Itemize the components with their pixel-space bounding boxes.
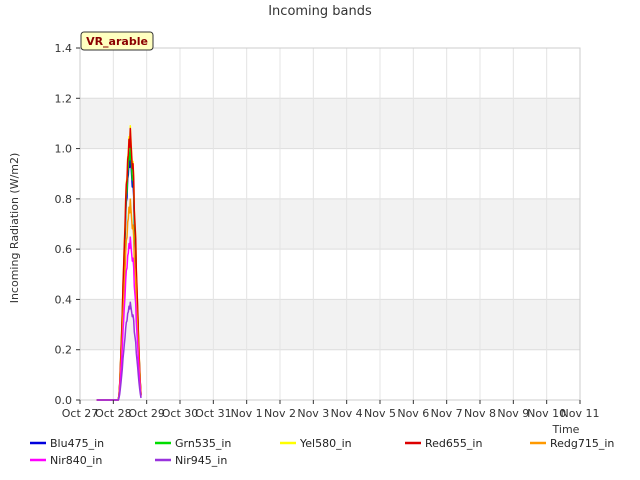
y-axis-ticks: 0.0 0.2 0.4 0.6 0.8 1.0 1.2 1.4 <box>55 42 80 407</box>
y-tick-label: 0.0 <box>55 394 73 407</box>
chart-title: Incoming bands <box>268 4 372 19</box>
grid-band <box>80 299 580 350</box>
y-axis-label: Incoming Radiation (W/m2) <box>8 153 21 304</box>
x-tick-label: Nov 11 <box>561 407 600 420</box>
y-tick-label: 0.2 <box>55 344 73 357</box>
grid-band <box>80 98 580 149</box>
series-line-nir840_in <box>96 236 142 401</box>
legend-label: Nir945_in <box>175 454 227 467</box>
legend-item-nir945_in: Nir945_in <box>155 454 227 467</box>
x-tick-label: Oct 29 <box>128 407 165 420</box>
legend: Blu475_in Grn535_in Yel580_in Red655_in Redg… <box>30 437 614 467</box>
y-tick-label: 0.6 <box>55 243 73 256</box>
station-label-bg <box>80 31 154 51</box>
y-tick-label: 0.8 <box>55 193 73 206</box>
legend-item-nir840_in: Nir840_in <box>30 454 102 467</box>
station-label: VR_arable <box>86 35 148 48</box>
station-label-box: VR_arable <box>80 31 154 51</box>
x-tick-label: Oct 30 <box>162 407 199 420</box>
y-tick-label: 1.4 <box>55 42 73 55</box>
x-tick-label: Nov 6 <box>397 407 429 420</box>
y-tick-label: 1.0 <box>55 143 73 156</box>
legend-item-grn535_in: Grn535_in <box>155 437 231 450</box>
grid-bands <box>80 98 580 350</box>
y-tick-label: 0.4 <box>55 293 73 306</box>
x-tick-label: Oct 31 <box>195 407 232 420</box>
x-tick-label: Nov 10 <box>527 407 566 420</box>
series-line-nir945_in <box>96 301 142 401</box>
x-tick-label: Nov 7 <box>431 407 463 420</box>
legend-label: Yel580_in <box>299 437 352 450</box>
x-axis-label: Time <box>552 423 580 436</box>
x-tick-label: Nov 5 <box>364 407 396 420</box>
legend-label: Blu475_in <box>50 437 104 450</box>
x-tick-label: Nov 9 <box>497 407 529 420</box>
gridlines <box>79 47 581 401</box>
x-tick-label: Nov 1 <box>231 407 263 420</box>
legend-label: Redg715_in <box>550 437 614 450</box>
x-tick-label: Oct 28 <box>95 407 132 420</box>
legend-label: Nir840_in <box>50 454 102 467</box>
legend-label: Red655_in <box>425 437 482 450</box>
y-tick-label: 1.2 <box>55 92 73 105</box>
grid-band <box>80 198 580 250</box>
legend-item-red655_in: Red655_in <box>405 437 482 450</box>
plot-area <box>79 47 581 401</box>
x-tick-label: Nov 8 <box>464 407 496 420</box>
x-tick-label: Nov 2 <box>264 407 296 420</box>
legend-item-yel580_in: Yel580_in <box>280 437 352 450</box>
legend-label: Grn535_in <box>175 437 231 450</box>
legend-item-blu475_in: Blu475_in <box>30 437 104 450</box>
x-tick-label: Oct 27 <box>62 407 99 420</box>
series-lines <box>96 124 142 401</box>
legend-item-redg715_in: Redg715_in <box>530 437 614 450</box>
x-tick-label: Nov 3 <box>297 407 329 420</box>
x-tick-label: Nov 4 <box>331 407 363 420</box>
